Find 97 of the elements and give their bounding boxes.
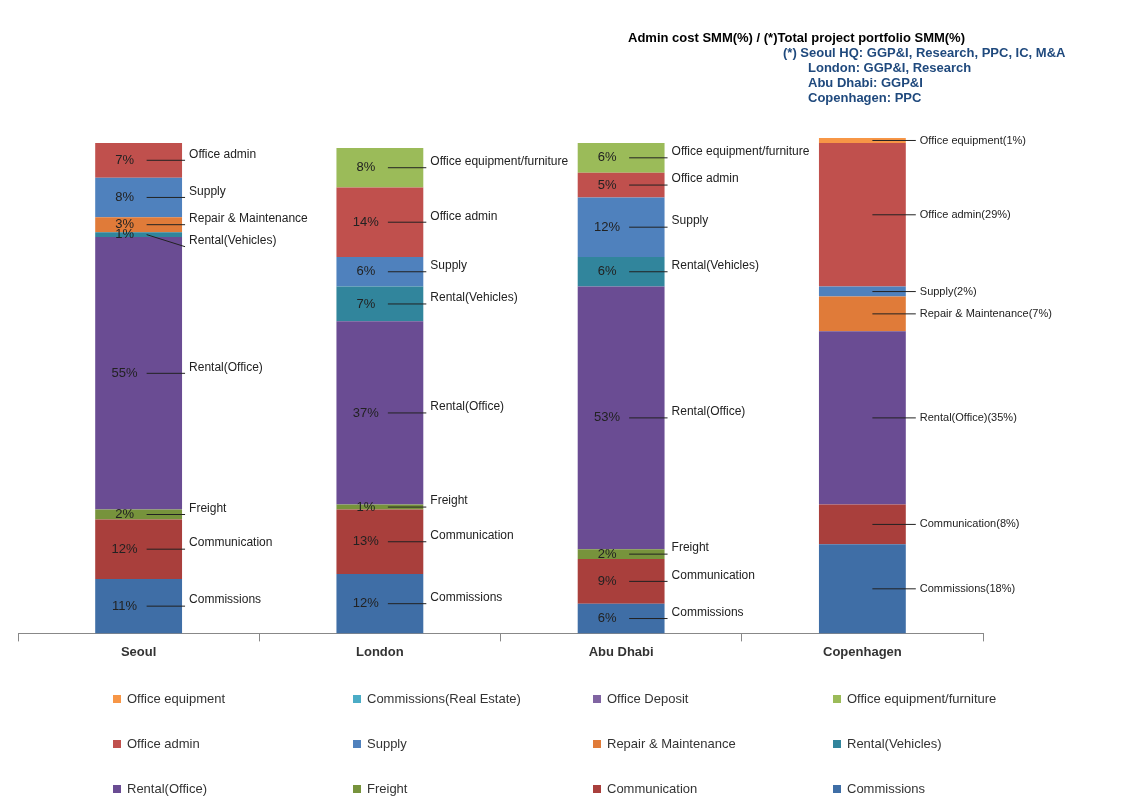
legend-label: Rental(Office) xyxy=(127,781,207,796)
bar xyxy=(818,142,906,287)
text: Communication xyxy=(189,535,273,550)
text: Office admin xyxy=(671,171,739,186)
data-label: 6% xyxy=(597,610,617,626)
data-label: 6% xyxy=(597,263,617,279)
text: Freight xyxy=(430,493,468,508)
data-label: Repair & Maintenance(7%) xyxy=(919,306,1052,319)
data-label: 11% xyxy=(112,597,138,613)
text: Copenhagen: PPC xyxy=(808,90,923,105)
bar xyxy=(577,256,665,287)
text: Rental(Vehicles) xyxy=(189,233,277,248)
text: Rental(Office) xyxy=(430,399,505,414)
data-label: 37% xyxy=(352,404,380,420)
text: (*) Seoul HQ: GGP&I, Research, PPC, IC, M&A xyxy=(783,45,1066,60)
data-label: Supply(2%) xyxy=(919,284,977,297)
text: Rental(Vehicles) xyxy=(671,258,759,273)
data-label: 5% xyxy=(597,176,617,192)
text: Rental(Vehicles) xyxy=(430,290,518,305)
bar xyxy=(818,504,906,545)
text: Freight xyxy=(189,500,227,515)
bar xyxy=(577,197,665,257)
text: Supply xyxy=(671,213,709,228)
data-label: 7% xyxy=(115,151,135,167)
data-label: 12% xyxy=(352,595,380,611)
bar xyxy=(336,147,424,188)
bar xyxy=(336,286,424,322)
data-label: Rental(Office)(35%) xyxy=(919,410,1017,423)
text: Repair & Maintenance xyxy=(189,211,308,226)
chart-title: Admin cost SMM(%) / (*)Total project portfolio SMM(%) xyxy=(628,30,966,45)
text: Supply xyxy=(430,258,467,273)
legend-label: Commissions(Real Estate) xyxy=(367,691,521,706)
bar xyxy=(95,519,183,579)
legend-label: Repair & Maintenance xyxy=(607,736,736,751)
data-label: Office admin(29%) xyxy=(919,207,1011,220)
bar xyxy=(818,138,906,143)
data-label: 53% xyxy=(594,409,621,425)
legend-label: Freight xyxy=(367,781,408,796)
bar xyxy=(336,256,424,287)
text: Office admin xyxy=(189,146,257,161)
data-label: 7% xyxy=(356,295,376,311)
legend-label: Supply xyxy=(367,736,407,751)
data-label: 6% xyxy=(356,263,376,279)
text: London: GGP&I, Research xyxy=(808,60,973,75)
legend-label: Office admin xyxy=(127,736,200,751)
text: Supply xyxy=(189,183,226,198)
text: Rental(Office) xyxy=(671,404,746,419)
text: Commissions xyxy=(189,592,262,607)
bar xyxy=(336,573,424,634)
data-label: 12% xyxy=(594,218,621,234)
bar xyxy=(577,559,665,604)
bar xyxy=(577,603,665,634)
data-label: Commissions(18%) xyxy=(919,581,1016,594)
data-label: 13% xyxy=(352,533,380,549)
bar xyxy=(336,187,424,257)
bar xyxy=(818,544,906,634)
text: Freight xyxy=(671,540,709,555)
legend-label: Office Deposit xyxy=(607,691,689,706)
bar xyxy=(577,286,665,550)
bar xyxy=(95,177,183,218)
x-tick-label: Copenhagen xyxy=(823,643,902,659)
bar xyxy=(95,578,183,634)
bar xyxy=(95,142,183,178)
text: Rental(Office) xyxy=(189,359,263,374)
data-label: 6% xyxy=(597,149,617,165)
legend-label: Communication xyxy=(607,781,698,796)
text: Commissions xyxy=(671,604,744,619)
text: Communication xyxy=(671,567,755,582)
data-label: 14% xyxy=(352,213,380,229)
data-label: 8% xyxy=(115,189,135,205)
x-tick-label: Seoul xyxy=(120,643,157,659)
data-label: 55% xyxy=(111,364,139,380)
bar xyxy=(95,237,183,510)
data-label: 2% xyxy=(597,545,617,561)
legend-label: Rental(Vehicles) xyxy=(847,736,942,751)
bar xyxy=(577,142,665,173)
x-tick-label: London xyxy=(356,643,404,659)
legend-label: Office equipment/furniture xyxy=(847,691,997,706)
data-label: 9% xyxy=(597,572,617,588)
text: Office admin xyxy=(430,208,498,223)
text: Office equipment/furniture xyxy=(430,154,569,169)
x-tick-label: Abu Dhabi xyxy=(588,643,654,659)
legend-label: Commissions xyxy=(847,781,926,796)
data-label: Communication(8%) xyxy=(919,517,1020,530)
bar xyxy=(336,509,424,574)
text: Commissions xyxy=(430,589,503,604)
bar xyxy=(818,331,906,505)
text: Office equipment/furniture xyxy=(671,144,810,159)
text: Communication xyxy=(430,528,514,543)
data-label: 2% xyxy=(115,506,135,522)
data-label: 12% xyxy=(111,540,139,556)
bar xyxy=(818,296,906,332)
legend-label: Office equipment xyxy=(127,691,226,706)
data-label: Office equipment(1%) xyxy=(919,133,1026,146)
bar xyxy=(818,286,906,297)
text: Abu Dhabi: GGP&I xyxy=(808,75,924,90)
data-label: 8% xyxy=(356,159,376,175)
